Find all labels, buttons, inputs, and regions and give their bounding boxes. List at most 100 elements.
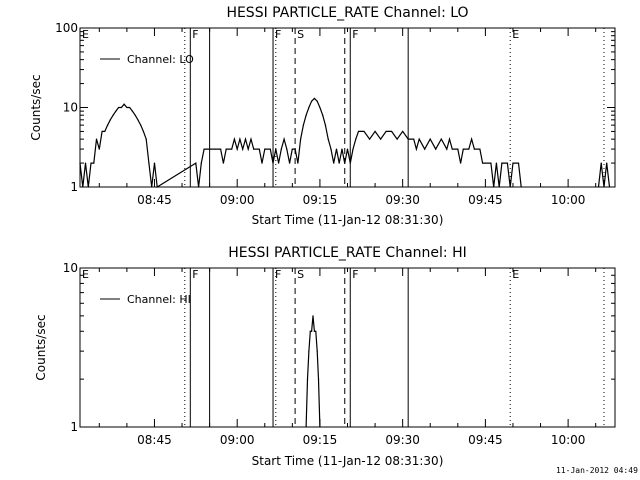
data-point <box>520 186 522 188</box>
x-tick-label: 08:45 <box>137 433 172 447</box>
data-point <box>355 138 357 140</box>
data-point <box>87 186 89 188</box>
data-point <box>363 130 365 133</box>
data-point <box>275 148 277 150</box>
legend-label: Channel: LO <box>127 53 194 66</box>
data-point <box>512 162 514 164</box>
flag-label: E <box>512 268 519 281</box>
data-point <box>123 103 125 105</box>
chart-title: HESSI PARTICLE_RATE Channel: LO <box>226 5 468 21</box>
chart-panel-1: HESSI PARTICLE_RATE Channel: HI Start Tim… <box>34 245 616 468</box>
data-point <box>109 119 111 121</box>
series-line-0 <box>305 315 321 428</box>
data-point <box>391 130 393 133</box>
data-point <box>312 315 314 317</box>
data-point <box>272 162 274 164</box>
data-point <box>319 426 321 428</box>
data-point <box>324 124 327 126</box>
data-point <box>459 162 462 164</box>
data-point <box>517 162 520 164</box>
x-tick-label: 09:30 <box>385 433 420 447</box>
plot-frame <box>79 27 616 188</box>
data-point <box>156 186 158 188</box>
data-point <box>137 119 139 121</box>
flag-label: F <box>352 268 358 281</box>
data-point <box>315 330 317 332</box>
data-point <box>286 148 288 150</box>
y-tick-label: 1 <box>70 180 78 194</box>
x-tick-label: 09:45 <box>468 433 503 447</box>
data-point <box>470 138 473 140</box>
flag-label: S <box>297 28 304 41</box>
data-point <box>90 162 92 164</box>
data-point <box>294 148 296 150</box>
data-point <box>280 148 282 150</box>
data-point <box>95 138 98 140</box>
data-point <box>316 350 318 352</box>
data-point <box>309 330 311 332</box>
data-point <box>402 130 404 133</box>
data-point <box>104 130 106 133</box>
data-point <box>242 148 244 150</box>
y-axis-label: Counts/sec <box>34 314 48 380</box>
data-point <box>608 186 611 188</box>
data-point <box>93 162 95 164</box>
data-point <box>98 148 100 150</box>
data-point <box>106 124 109 126</box>
data-point <box>291 148 293 150</box>
flag-label: E <box>82 268 89 281</box>
data-point <box>493 186 495 188</box>
data-point <box>148 162 150 164</box>
data-point <box>498 186 500 188</box>
flag-label: F <box>275 268 281 281</box>
data-point <box>214 148 216 150</box>
data-point <box>140 124 142 126</box>
data-point <box>330 148 332 150</box>
data-point <box>131 110 133 112</box>
data-point <box>396 138 398 140</box>
data-point <box>244 138 247 140</box>
chart-panel-0: HESSI PARTICLE_RATE Channel: LO Start Tim… <box>29 5 616 227</box>
data-point <box>435 148 437 150</box>
data-point <box>346 148 349 150</box>
data-point <box>413 138 415 140</box>
data-point <box>220 148 222 150</box>
data-point <box>288 162 291 164</box>
data-point <box>418 138 420 140</box>
flag-label: E <box>512 28 519 41</box>
data-point <box>305 426 307 428</box>
data-point <box>129 106 131 109</box>
plot-frame <box>79 267 616 428</box>
data-point <box>308 350 310 352</box>
data-point <box>468 148 470 150</box>
data-point <box>197 186 200 188</box>
data-point <box>306 378 309 380</box>
data-point <box>374 130 376 133</box>
data-point <box>153 162 156 164</box>
data-point <box>82 186 84 188</box>
data-point <box>490 162 492 164</box>
data-point <box>448 138 451 140</box>
data-point <box>338 162 340 164</box>
data-point <box>506 162 509 164</box>
data-point <box>451 148 453 150</box>
data-point <box>482 162 484 164</box>
data-point <box>352 148 354 150</box>
data-point <box>120 106 122 109</box>
data-point <box>368 138 371 140</box>
data-point <box>118 106 120 109</box>
data-point <box>225 148 227 150</box>
chart-title: HESSI PARTICLE_RATE Channel: HI <box>228 245 466 261</box>
data-point <box>319 106 321 109</box>
x-axis-label: Start Time (11-Jan-12 08:31:30) <box>252 213 444 227</box>
data-point <box>410 138 412 140</box>
data-point <box>101 130 103 133</box>
data-point <box>407 138 409 140</box>
data-point <box>509 186 511 188</box>
data-point <box>264 148 266 150</box>
data-point <box>258 148 260 150</box>
data-point <box>333 162 335 164</box>
data-point <box>473 148 475 150</box>
data-point <box>327 138 329 140</box>
data-point <box>446 148 448 150</box>
